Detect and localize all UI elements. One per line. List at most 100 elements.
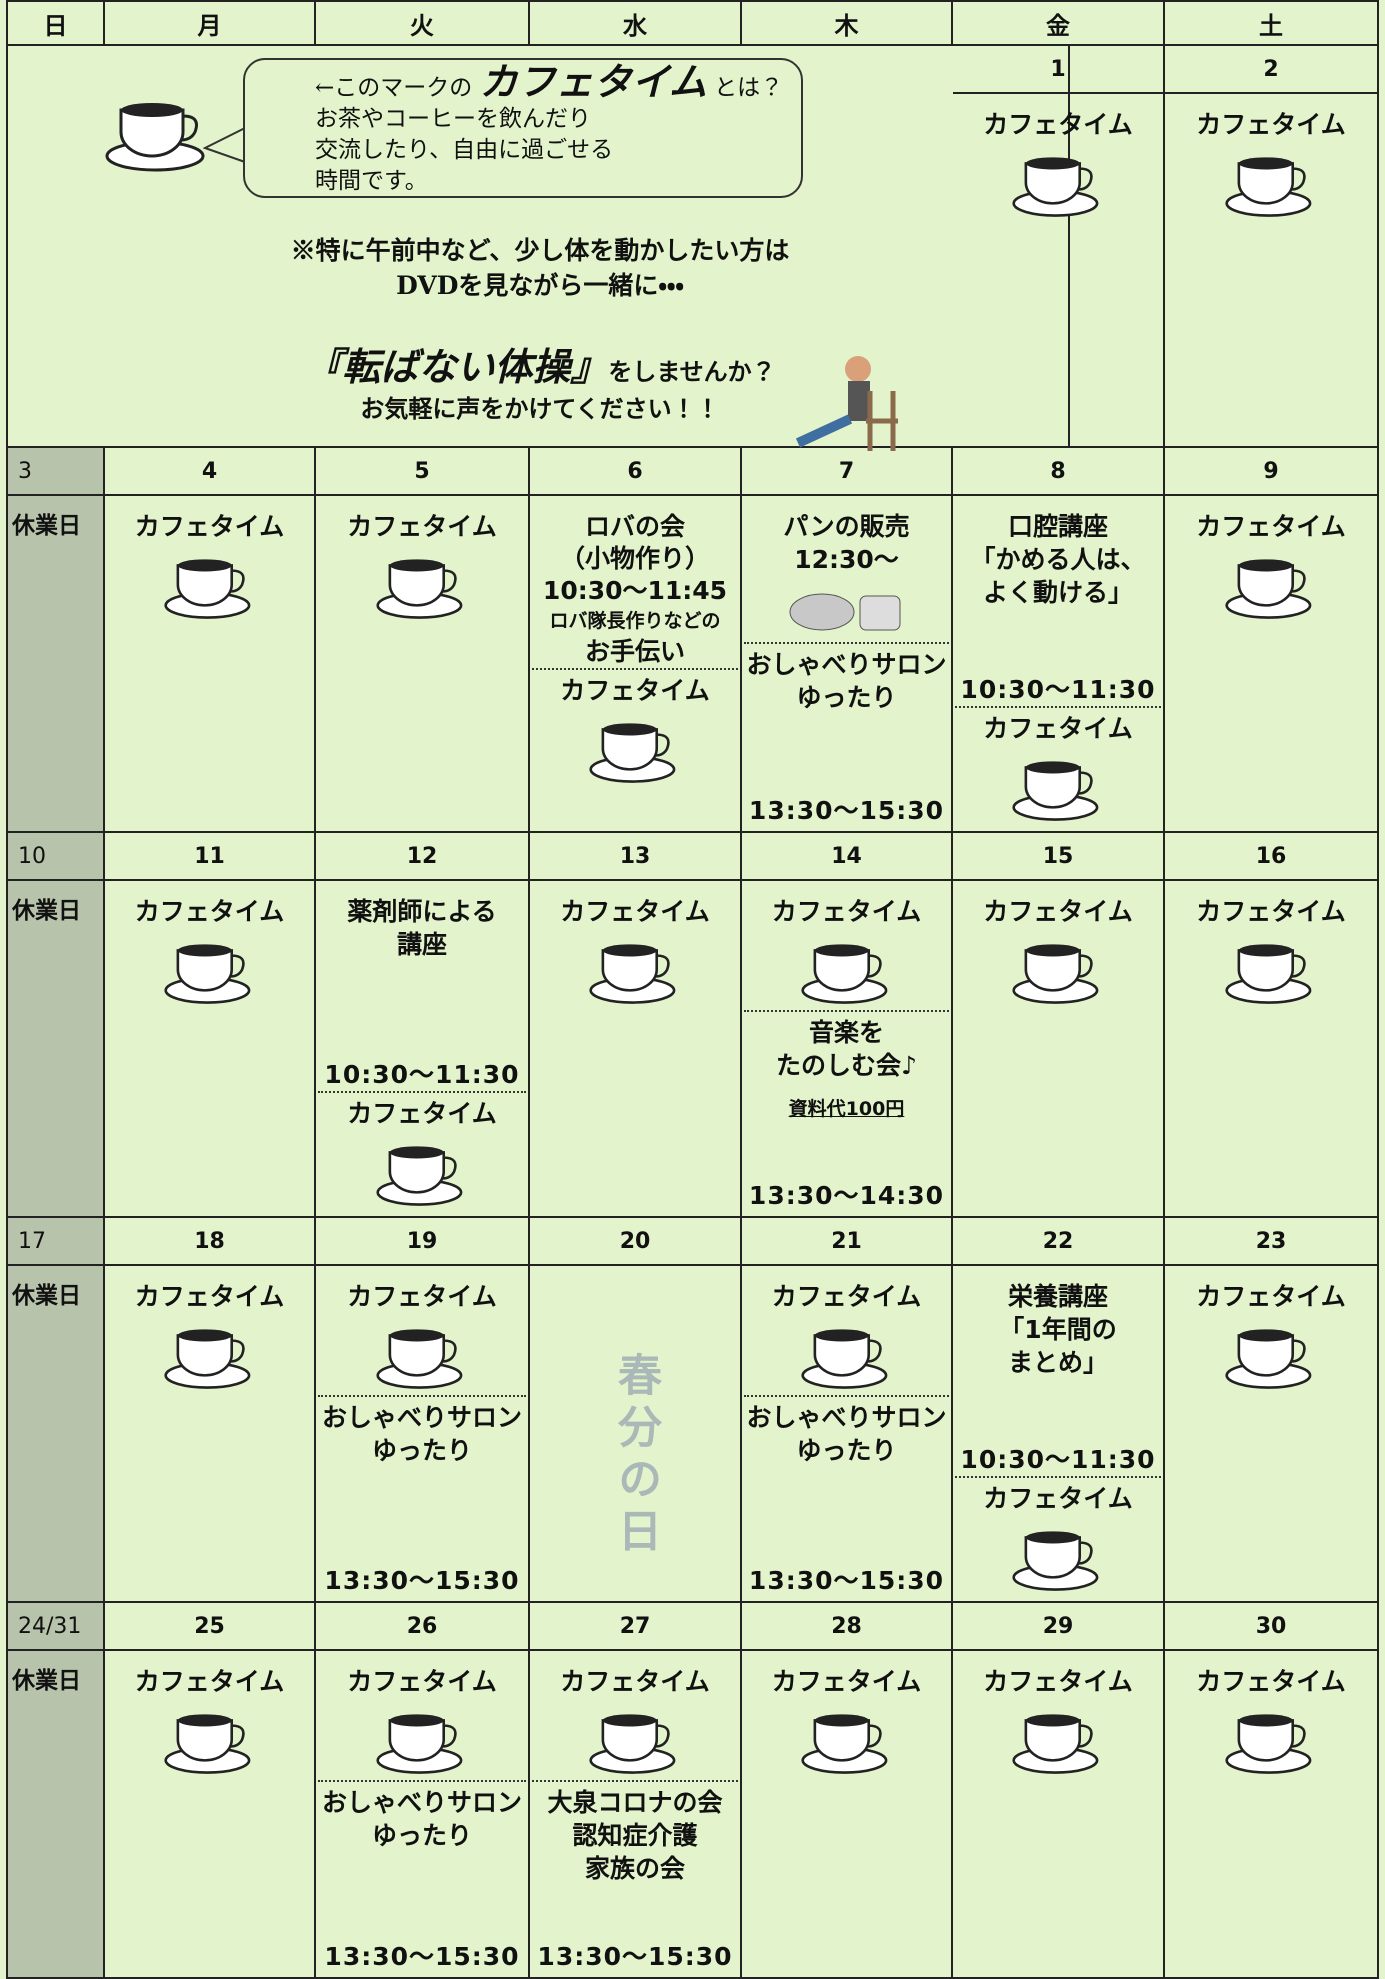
- cup-icon: [1012, 944, 1099, 1004]
- date: 11: [105, 833, 314, 881]
- event-block: 大泉コロナの会 認知症介護 家族の会 13:30～15:30: [532, 1780, 738, 1973]
- cell-body: カフェタイム: [105, 1266, 314, 1601]
- cell-body: カフェタイム おしゃべりサロン ゆったり 13:30～15:30: [742, 1266, 951, 1601]
- weekday-header: 木: [742, 0, 953, 46]
- event-line: カフェタイム: [134, 897, 285, 926]
- event-line: 音楽を: [808, 1018, 884, 1047]
- cup-icon: [1225, 1714, 1312, 1774]
- weekday-header: 金: [953, 0, 1165, 46]
- event-line: 休業日: [12, 1668, 81, 1694]
- event-block: おしゃべりサロン ゆったり 13:30～15:30: [318, 1780, 526, 1973]
- event-line: カフェタイム: [560, 897, 710, 926]
- day-cell: 13 カフェタイム: [530, 833, 742, 1218]
- day-cell: 2 カフェタイム: [1165, 46, 1379, 448]
- intro-lines: お茶やコーヒーを飲んだり 交流したり、自由に過ごせる 時間です。: [315, 104, 801, 197]
- event-line: 口腔講座: [1007, 512, 1108, 541]
- event-line: 12:30～: [794, 545, 899, 574]
- event-line: カフェタイム: [347, 512, 497, 541]
- cell-body: カフェタイム: [1165, 496, 1377, 831]
- event-block: カフェタイム: [318, 1272, 526, 1395]
- weekday-header: 水: [530, 0, 742, 46]
- event-line: カフェタイム: [771, 1667, 922, 1696]
- cell-body: カフェタイム 音楽を たのしむ会♪ 資料代100円 13:30～14:30: [742, 881, 951, 1216]
- day-cell: 26 カフェタイム おしゃべりサロン ゆったり 13:30～15:30: [316, 1603, 530, 1979]
- cell-body: 休業日: [8, 881, 103, 1216]
- event-block: カフェタイム: [107, 1657, 312, 1780]
- cup-icon: [589, 1714, 676, 1774]
- event-line: 10:30～11:45: [542, 576, 728, 605]
- event-block: カフェタイム: [1167, 502, 1375, 625]
- day-cell: 18 カフェタイム: [105, 1218, 316, 1603]
- event-line: カフェタイム: [1196, 512, 1346, 541]
- event-block: カフェタイム: [318, 1657, 526, 1780]
- day-cell: 5 カフェタイム: [316, 448, 530, 833]
- exercise-name: 『転ばない体操』: [304, 344, 609, 389]
- intro: ←このマークの カフェタイム とは？ お茶やコーヒーを飲んだり 交流したり、自由に…: [6, 46, 1070, 451]
- event-line: カフェタイム: [347, 1282, 497, 1311]
- cell-body: カフェタイム: [1165, 94, 1377, 446]
- cell-body: 栄養講座 「1年間の まとめ」 10:30～11:30 カフェタイム: [953, 1266, 1163, 1601]
- event-block: カフェタイム: [532, 887, 738, 1010]
- invite: お気軽に声をかけてください！！: [360, 394, 720, 423]
- date: 27: [530, 1603, 740, 1651]
- event-line: カフェタイム: [347, 1667, 497, 1696]
- cup-icon: [163, 1329, 250, 1389]
- cell-body: 薬剤師による 講座 10:30～11:30 カフェタイム: [316, 881, 528, 1216]
- event-block: おしゃべりサロン ゆったり 13:30～15:30: [318, 1395, 526, 1597]
- event-block: 休業日: [10, 887, 101, 928]
- event-line: おしゃべりサロン: [321, 1403, 522, 1432]
- bread-illustration: [789, 593, 900, 631]
- date: 30: [1165, 1603, 1377, 1651]
- intro-line: お茶やコーヒーを飲んだり: [315, 106, 591, 132]
- day-cell: 30 カフェタイム: [1165, 1603, 1379, 1979]
- day-cell: 4 カフェタイム: [105, 448, 316, 833]
- event-block: パンの販売 12:30～: [744, 502, 949, 642]
- event-block: 休業日: [10, 1272, 101, 1313]
- day-cell: 28 カフェタイム: [742, 1603, 953, 1979]
- event-line: カフェタイム: [347, 1099, 497, 1128]
- day-cell: 8 口腔講座 「かめる人は、 よく動ける」 10:30～11:30 カフェタイム: [953, 448, 1165, 833]
- event-line: ロバの会: [584, 512, 685, 541]
- event-line: 家族の会: [584, 1854, 685, 1883]
- cup-icon: [1012, 157, 1099, 217]
- event-time: 10:30～11:30: [960, 1445, 1156, 1474]
- event-line: （小物作り）: [559, 544, 710, 573]
- cup-icon: [1012, 1714, 1099, 1774]
- day-cell: 6 ロバの会 （小物作り） 10:30～11:45 ロバ隊長作りなどの お手伝い カフェタイ…: [530, 448, 742, 833]
- cell-body: 春分の日: [530, 1266, 740, 1601]
- event-line: カフェタイム: [560, 1667, 710, 1696]
- event-block: カフェタイム: [532, 668, 738, 789]
- cup-icon: [376, 1714, 463, 1774]
- date: 10: [8, 833, 103, 881]
- weekday-header: 土: [1165, 0, 1379, 46]
- day-cell: 10 休業日: [6, 833, 105, 1218]
- event-line: おしゃべりサロン: [321, 1788, 522, 1817]
- day-cell: 9 カフェタイム: [1165, 448, 1379, 833]
- cell-body: カフェタイム: [1165, 881, 1377, 1216]
- day-cell: 22 栄養講座 「1年間の まとめ」 10:30～11:30 カフェタイム: [953, 1218, 1165, 1603]
- event-block: カフェタイム: [318, 502, 526, 625]
- cell-body: パンの販売 12:30～ おしゃべりサロン ゆったり 13:30～15:30: [742, 496, 951, 831]
- event-block: カフェタイム: [1167, 887, 1375, 1010]
- calendar: ←このマークの カフェタイム とは？ お茶やコーヒーを飲んだり 交流したり、自由に…: [6, 0, 1379, 1979]
- day-cell: 20 春分の日: [530, 1218, 742, 1603]
- event-line: 薬剤師による: [347, 897, 497, 926]
- event-time: 13:30～15:30: [537, 1942, 733, 1971]
- date: 6: [530, 448, 740, 496]
- event-line: お手伝い: [584, 637, 685, 666]
- date: 12: [316, 833, 528, 881]
- date: 7: [742, 448, 951, 496]
- weekday-header: 日: [6, 0, 105, 46]
- event-block: カフェタイム: [955, 1657, 1161, 1780]
- date: 2: [1165, 46, 1377, 94]
- event-time: 13:30～15:30: [748, 796, 945, 825]
- event-block: 口腔講座 「かめる人は、 よく動ける」 10:30～11:30: [955, 502, 1161, 706]
- event-block: 休業日: [10, 1657, 101, 1698]
- event-time: 13:30～15:30: [324, 1942, 520, 1971]
- cup-icon: [1012, 761, 1099, 821]
- day-cell: 23 カフェタイム: [1165, 1218, 1379, 1603]
- note-line: ※特に午前中など、少し体を動かしたい方は: [290, 236, 790, 265]
- event-block: カフェタイム: [744, 887, 949, 1010]
- cup-icon: [105, 103, 205, 172]
